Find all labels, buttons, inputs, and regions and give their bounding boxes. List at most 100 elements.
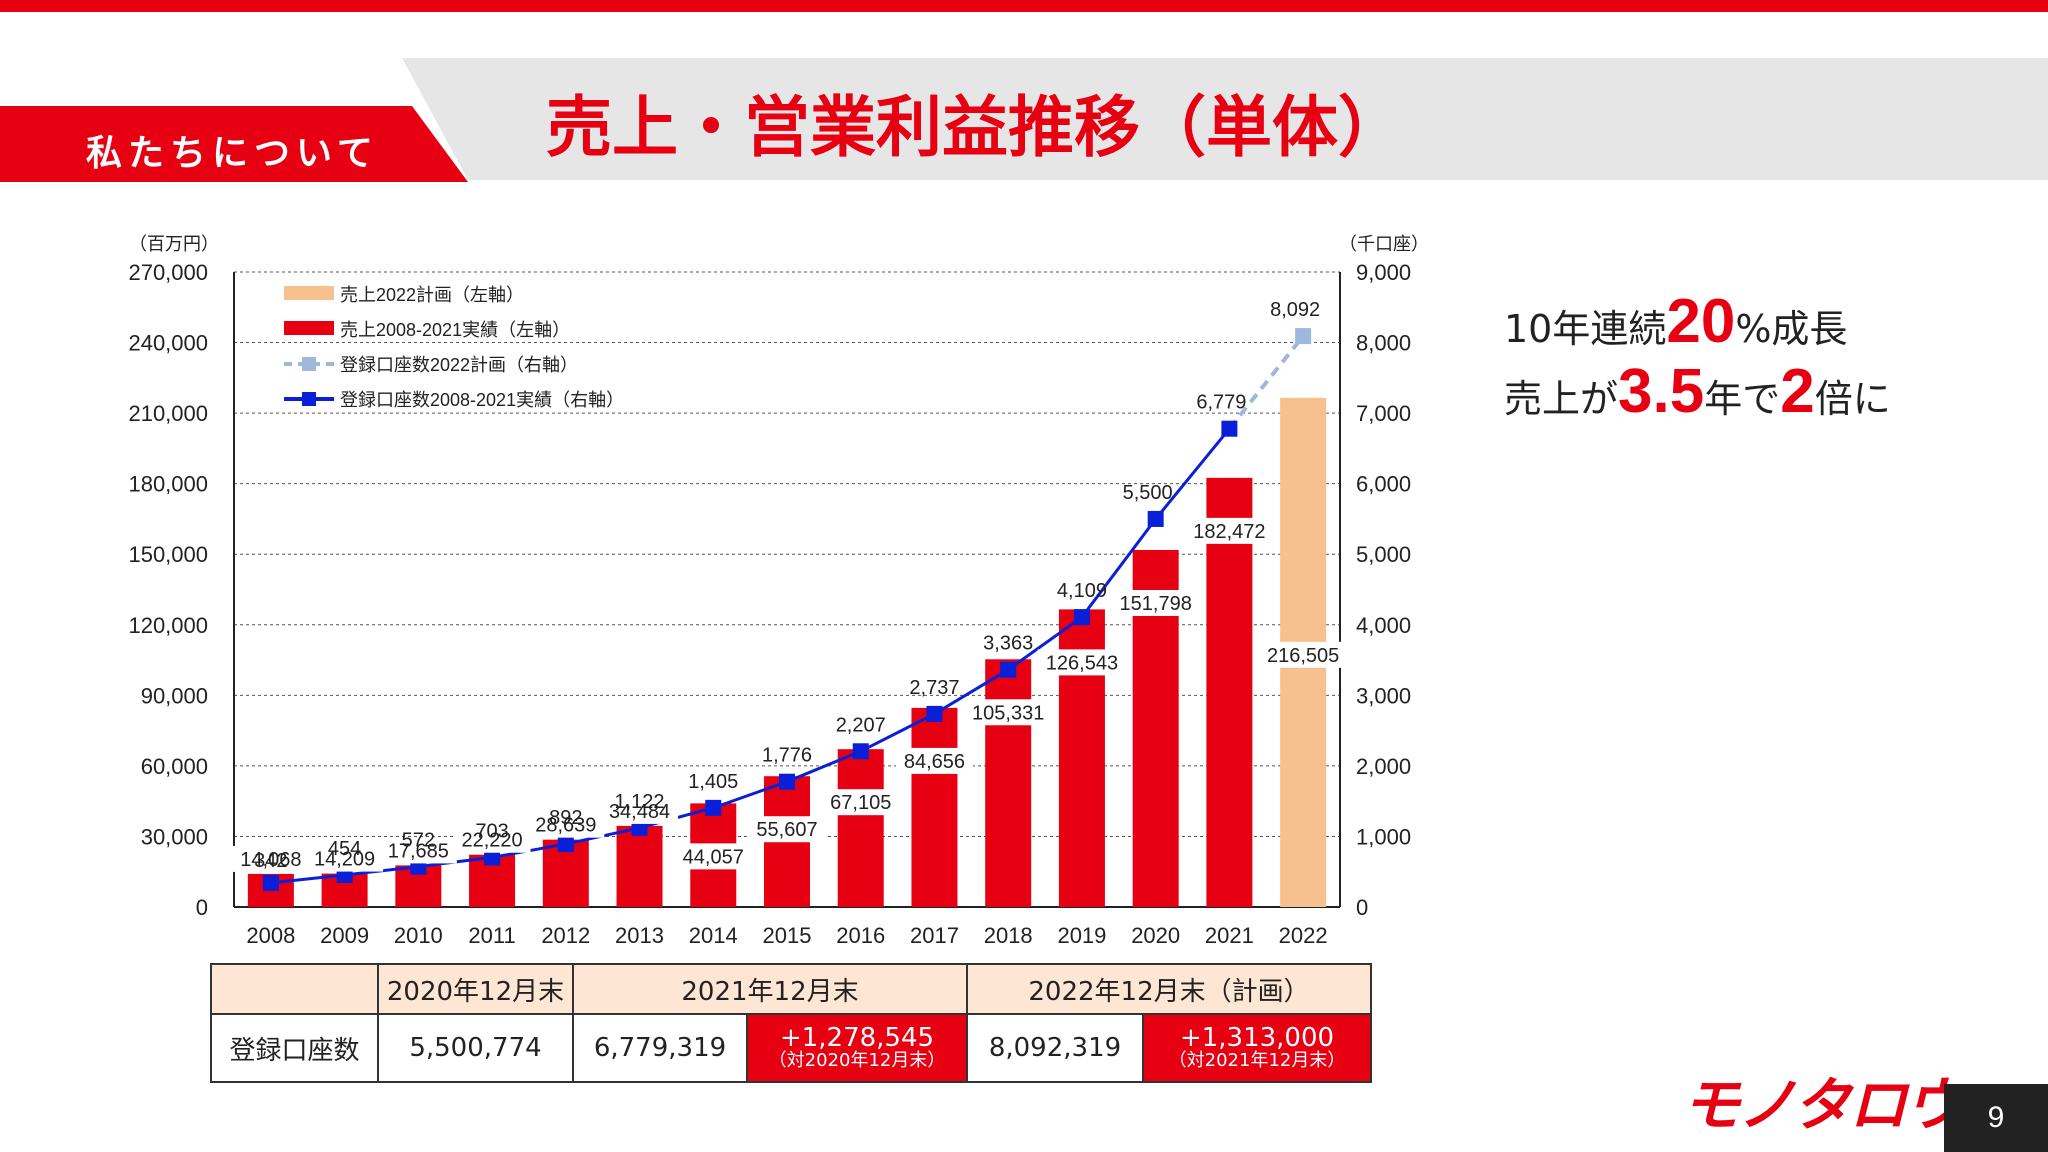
delta-note: （対2020年12月末） xyxy=(768,1050,946,1072)
sales-data-label: 216,505 xyxy=(1267,645,1339,667)
row-label: 登録口座数 xyxy=(210,1013,379,1083)
accounts-data-label: 2,737 xyxy=(909,677,959,699)
sales-label-bg xyxy=(963,699,1053,726)
value-2021: 6,779,319 xyxy=(572,1013,748,1083)
accounts-point xyxy=(484,849,501,866)
sales-data-label: 151,798 xyxy=(1120,593,1192,615)
sales-bar xyxy=(616,825,663,907)
sales-label-bg xyxy=(232,845,310,872)
sales-label-bg xyxy=(453,826,531,853)
accounts-point xyxy=(926,705,943,722)
accounts-data-label: 454 xyxy=(328,838,361,860)
right-axis-unit: （千口座） xyxy=(1339,234,1429,254)
delta-note: （対2021年12月末） xyxy=(1168,1050,1346,1072)
accounts-point xyxy=(779,773,795,790)
section-label: 私たちについて xyxy=(86,133,379,174)
accounts-point xyxy=(557,836,574,853)
table-header-cell xyxy=(210,963,379,1015)
delta-2022: +1,313,000 （対2021年12月末） xyxy=(1142,1013,1372,1083)
title-band xyxy=(402,58,2048,180)
year-tick-label: 2021 xyxy=(1205,923,1254,948)
sales-label-bg xyxy=(822,789,900,816)
note-text: 年で xyxy=(1704,377,1781,421)
left-tick-label: 0 xyxy=(196,895,208,920)
sales-label-bg xyxy=(379,837,457,864)
sales-label-bg xyxy=(1111,589,1200,616)
table-header-cell: 2022年12月末（計画） xyxy=(966,963,1372,1015)
accounts-point xyxy=(852,743,869,760)
sales-data-label: 55,607 xyxy=(756,819,817,841)
right-tick-label: 5,000 xyxy=(1356,542,1411,567)
sales-label-bg xyxy=(674,843,752,870)
sales-data-label: 105,331 xyxy=(972,702,1044,724)
accounts-point xyxy=(1147,510,1164,527)
left-tick-label: 90,000 xyxy=(141,683,208,708)
accounts-point xyxy=(705,799,722,816)
right-tick-label: 1,000 xyxy=(1356,824,1411,849)
accounts-data-label: 4,109 xyxy=(1057,580,1107,602)
year-tick-label: 2010 xyxy=(394,923,443,948)
sales-accounts-chart: 270,000 9,000 240,000 8,000 210,000 7,000 180,… xyxy=(128,234,1429,948)
accounts-data-label: 1,405 xyxy=(688,771,738,793)
right-tick-label: 6,000 xyxy=(1356,472,1411,497)
legend-entry: 売上2008-2021実績（左軸） xyxy=(340,320,570,340)
accounts-point xyxy=(1073,609,1090,626)
sales-label-bg xyxy=(1037,649,1127,676)
sales-bar xyxy=(1206,477,1253,907)
note-text: 10年連続 xyxy=(1504,307,1667,351)
note-text: %成長 xyxy=(1735,307,1848,351)
year-tick-label: 2009 xyxy=(320,923,369,948)
year-tick-label: 2020 xyxy=(1131,923,1180,948)
sales-data-label: 84,656 xyxy=(904,751,965,773)
legend-swatch-sales-plan xyxy=(284,286,334,300)
legend-entry: 登録口座数2008-2021実績（右軸） xyxy=(340,390,624,410)
left-tick-label: 240,000 xyxy=(128,331,208,356)
growth-note-line1: 10年連続20%成長 xyxy=(1504,286,1847,357)
sales-data-label: 17,685 xyxy=(388,840,449,862)
accounts-line xyxy=(270,427,1231,885)
accounts-data-label: 342 xyxy=(254,850,287,872)
year-tick-label: 2022 xyxy=(1279,923,1328,948)
sales-label-bg xyxy=(895,747,973,774)
accounts-table: 2020年12月末 2021年12月末 2022年12月末（計画） 登録口座数 … xyxy=(210,963,1372,1083)
sales-data-label: 22,220 xyxy=(461,830,522,852)
left-tick-label: 60,000 xyxy=(141,754,208,779)
year-tick-label: 2018 xyxy=(984,923,1033,948)
sales-data-label: 14,068 xyxy=(240,849,301,871)
year-tick-label: 2013 xyxy=(615,923,664,948)
monotaro-logo: モノタロウ xyxy=(1682,1071,1963,1139)
left-tick-label: 30,000 xyxy=(141,824,208,849)
left-tick-label: 270,000 xyxy=(128,260,208,285)
sales-bar xyxy=(837,749,884,907)
accounts-data-label: 8,092 xyxy=(1270,299,1320,321)
legend-marker-accounts-actual xyxy=(302,392,316,406)
accounts-data-label: 1,776 xyxy=(762,745,812,767)
page-number: 9 xyxy=(1944,1084,2048,1152)
accounts-data-label: 5,500 xyxy=(1123,482,1173,504)
note-highlight: 20 xyxy=(1666,287,1736,356)
year-tick-label: 2011 xyxy=(468,923,515,948)
year-tick-label: 2015 xyxy=(763,923,812,948)
sales-label-bg xyxy=(748,816,826,843)
accounts-point xyxy=(1000,661,1017,678)
right-tick-label: 8,000 xyxy=(1356,331,1411,356)
sales-label-bg xyxy=(601,797,679,824)
accounts-data-label: 572 xyxy=(402,830,435,852)
right-tick-label: 7,000 xyxy=(1356,401,1411,426)
table-header-row: 2020年12月末 2021年12月末 2022年12月末（計画） xyxy=(210,963,1372,1015)
page-title: 売上・営業利益推移（単体） xyxy=(546,89,1404,166)
delta-value: +1,278,545 xyxy=(779,1022,935,1053)
legend-entry: 売上2022計画（左軸） xyxy=(340,285,524,305)
sales-data-label: 126,543 xyxy=(1046,652,1118,674)
accounts-data-label: 2,207 xyxy=(836,714,886,736)
right-tick-label: 2,000 xyxy=(1356,754,1411,779)
left-tick-label: 210,000 xyxy=(128,401,208,426)
year-tick-label: 2008 xyxy=(246,923,295,948)
sales-label-bg xyxy=(1185,517,1274,544)
note-highlight: 2 xyxy=(1780,357,1815,426)
right-tick-label: 4,000 xyxy=(1356,613,1411,638)
year-tick-label: 2017 xyxy=(910,923,959,948)
right-tick-label: 3,000 xyxy=(1356,683,1411,708)
table-row: 登録口座数 5,500,774 6,779,319 +1,278,545 （対2… xyxy=(210,1013,1372,1083)
note-highlight: 3.5 xyxy=(1618,357,1705,426)
